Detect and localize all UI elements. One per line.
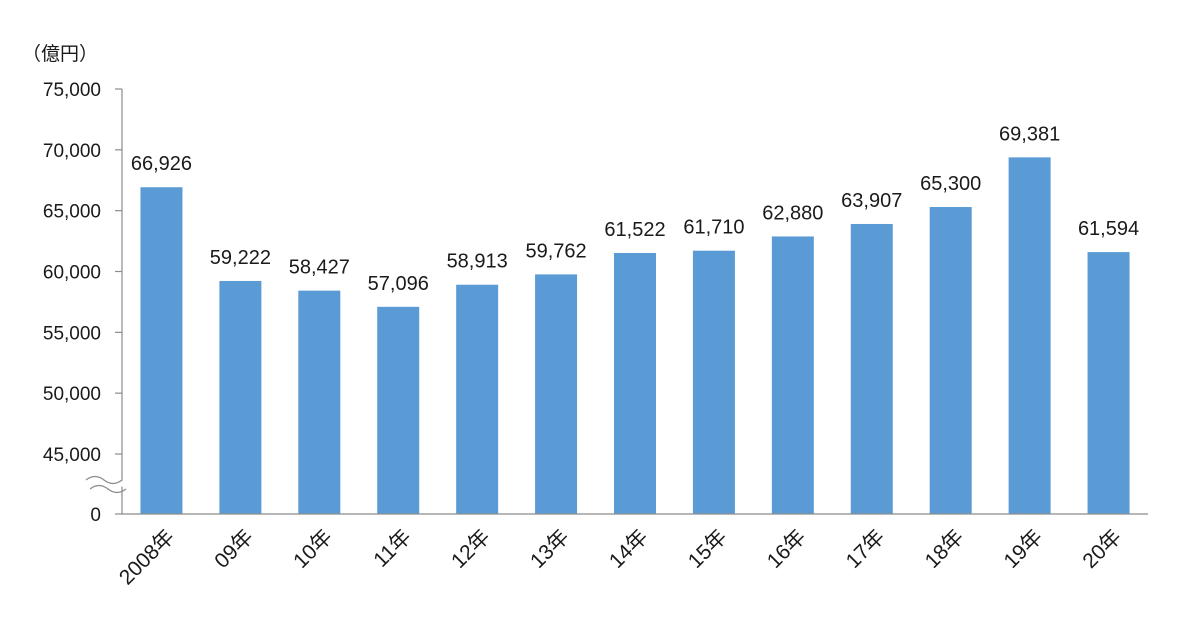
bar xyxy=(850,223,893,514)
x-tick-label: 2008年 xyxy=(115,525,179,589)
y-tick-label: 65,000 xyxy=(43,202,101,223)
x-tick-label: 15年 xyxy=(684,525,732,573)
x-tick-label: 12年 xyxy=(447,525,495,573)
bar xyxy=(692,250,735,514)
y-tick-label: 75,000 xyxy=(43,80,101,101)
bar xyxy=(456,284,499,514)
bar xyxy=(377,306,420,514)
bar xyxy=(614,252,656,514)
y-tick-label: 55,000 xyxy=(43,323,101,344)
data-label: 58,427 xyxy=(289,257,350,279)
axis-break-mark xyxy=(85,475,127,494)
y-tick-label: 0 xyxy=(90,505,101,526)
bar xyxy=(298,290,341,514)
x-tick-label: 09年 xyxy=(210,525,258,573)
y-axis-unit-label: （億円） xyxy=(22,43,98,65)
y-tick-label: 45,000 xyxy=(43,445,101,466)
y-tick-label: 50,000 xyxy=(43,384,101,405)
bar xyxy=(1008,157,1051,514)
bar xyxy=(1087,252,1130,515)
data-label: 61,710 xyxy=(683,217,744,239)
x-tick-label: 18年 xyxy=(921,525,969,573)
data-label: 61,594 xyxy=(1078,218,1139,240)
x-tick-label: 13年 xyxy=(526,525,574,573)
data-labels: 66,926 59,222 58,427 57,096 58,913 59,762 61,5… xyxy=(131,123,1139,294)
bars xyxy=(140,157,1130,515)
x-tick-label: 20年 xyxy=(1078,525,1126,573)
data-label: 57,096 xyxy=(368,273,429,295)
x-tick-label: 11年 xyxy=(369,525,416,572)
bar xyxy=(219,280,262,514)
data-label: 69,381 xyxy=(999,123,1060,145)
bar xyxy=(771,236,814,514)
x-tick-label: 19年 xyxy=(1000,525,1048,573)
x-tick-label: 16年 xyxy=(763,525,811,573)
x-tick-label: 17年 xyxy=(842,525,890,573)
bar xyxy=(140,187,183,514)
data-label: 63,907 xyxy=(841,190,902,212)
data-label: 59,222 xyxy=(210,247,271,269)
x-tick-label: 10年 xyxy=(289,525,337,573)
data-label: 58,913 xyxy=(447,251,508,273)
x-tick-label: 14年 xyxy=(605,525,653,573)
bar xyxy=(535,274,578,514)
data-label: 61,522 xyxy=(604,219,665,241)
x-axis-category-labels: 2008年 09年 10年 11年 12年 13年 14年 15年 16年 17年 18年 19年 20… xyxy=(115,525,1126,589)
y-tick-label: 70,000 xyxy=(43,141,101,162)
axes xyxy=(121,89,1148,515)
data-label: 59,762 xyxy=(525,240,586,262)
data-label: 66,926 xyxy=(131,153,192,175)
data-label: 62,880 xyxy=(762,202,823,224)
data-label: 65,300 xyxy=(920,173,981,195)
y-tick-label: 60,000 xyxy=(43,263,101,284)
y-axis-ticks: 0 45,000 50,000 55,000 60,000 65,000 70,000 75,… xyxy=(43,80,122,526)
bar xyxy=(929,207,972,514)
